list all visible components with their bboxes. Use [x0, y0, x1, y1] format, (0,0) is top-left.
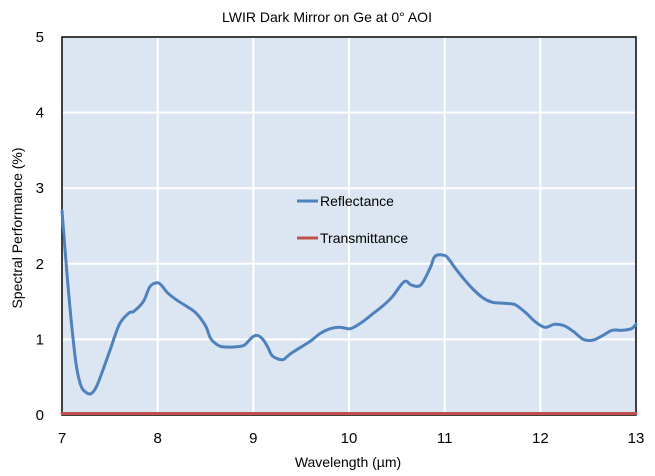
x-tick-label: 10 [341, 430, 358, 447]
x-axis-title: Wavelength (µm) [295, 454, 401, 470]
y-tick-label: 4 [36, 105, 44, 122]
x-tick-label: 11 [437, 430, 453, 447]
y-tick-label: 1 [36, 331, 44, 348]
x-tick-label: 12 [532, 430, 549, 447]
y-tick-label: 3 [36, 180, 44, 197]
series-layer [60, 209, 638, 415]
legend-transmittance-label: Transmittance [320, 230, 408, 246]
series-line-reflectance [60, 209, 638, 396]
x-tick-label: 8 [153, 430, 161, 447]
x-tick-label: 9 [249, 430, 257, 447]
y-tick-label: 5 [36, 29, 44, 46]
chart-title: LWIR Dark Mirror on Ge at 0° AOI [222, 9, 432, 25]
y-tick-label: 0 [36, 407, 44, 424]
legend-reflectance-label: Reflectance [320, 193, 394, 209]
legend: Reflectance Transmittance [297, 193, 408, 246]
x-tick-label: 13 [628, 430, 645, 447]
y-axis-title: Spectral Performance (%) [9, 147, 25, 308]
x-tick-label: 7 [58, 430, 66, 447]
y-tick-label: 2 [36, 256, 44, 273]
